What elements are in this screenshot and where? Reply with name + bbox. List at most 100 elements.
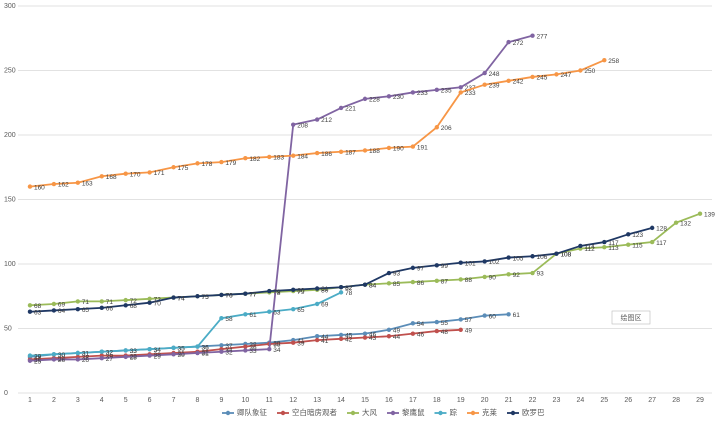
x-tick-label: 5 [124, 397, 128, 404]
data-label: 88 [465, 277, 473, 284]
data-point [99, 355, 104, 361]
data-label: 87 [441, 278, 449, 285]
data-label: 242 [513, 79, 524, 86]
data-point [386, 327, 392, 332]
data-label: 117 [608, 240, 619, 247]
legend-label: 大风 [362, 407, 377, 417]
data-point [51, 301, 57, 307]
data-label: 186 [321, 151, 332, 158]
x-tick-label: 11 [266, 397, 273, 404]
data-point [171, 295, 176, 300]
data-label: 139 [704, 211, 715, 218]
data-point [51, 308, 57, 313]
data-label: 247 [560, 72, 571, 79]
data-label: 61 [513, 312, 521, 319]
data-label: 33 [130, 348, 138, 355]
data-point [386, 334, 392, 339]
data-point [314, 337, 320, 343]
data-point [410, 90, 416, 95]
legend-label: 克莱 [482, 407, 497, 417]
data-label: 79 [273, 289, 281, 296]
data-label: 31 [82, 351, 90, 358]
data-label: 46 [369, 331, 377, 338]
data-point [434, 328, 439, 334]
data-point [75, 306, 81, 312]
data-label: 65 [297, 307, 305, 314]
data-label: 43 [369, 335, 377, 342]
data-label: 26 [58, 357, 66, 364]
data-label: 108 [560, 251, 571, 258]
data-point [99, 299, 104, 304]
data-point [362, 335, 368, 340]
x-tick-label: 20 [481, 397, 489, 404]
data-label: 65 [82, 307, 90, 314]
data-label: 28 [82, 355, 90, 362]
data-label: 54 [417, 321, 425, 328]
data-point [195, 344, 200, 349]
data-point [75, 180, 81, 185]
data-label: 168 [106, 174, 117, 181]
data-label: 66 [106, 306, 114, 313]
x-tick-label: 18 [433, 397, 441, 404]
x-tick-label: 23 [553, 397, 561, 404]
data-point [338, 336, 344, 342]
data-label: 60 [489, 313, 497, 320]
x-tick-label: 4 [100, 397, 104, 404]
data-point [314, 150, 320, 156]
data-point [291, 306, 296, 312]
data-label: 30 [58, 352, 66, 359]
data-label: 42 [345, 337, 353, 344]
data-point [219, 292, 224, 298]
data-label: 31 [82, 351, 90, 358]
data-label: 68 [130, 303, 138, 310]
data-label: 64 [58, 308, 66, 315]
data-point [338, 290, 344, 295]
data-label: 108 [560, 251, 571, 258]
data-label: 190 [393, 146, 404, 153]
data-label: 92 [513, 272, 521, 279]
data-label: 30 [58, 352, 66, 359]
x-tick-label: 19 [457, 397, 465, 404]
data-label: 113 [608, 245, 619, 252]
data-label: 277 [537, 33, 548, 40]
data-label: 99 [441, 263, 449, 270]
data-point [219, 349, 224, 354]
y-tick-label: 150 [4, 196, 16, 203]
data-label: 188 [369, 148, 380, 155]
data-label: 86 [417, 280, 425, 287]
data-label: 239 [489, 82, 500, 89]
data-label: 74 [178, 295, 186, 302]
data-point [410, 279, 416, 285]
data-label: 81 [321, 286, 329, 293]
x-tick-label: 29 [696, 397, 704, 404]
data-label: 212 [321, 117, 332, 124]
data-point [626, 232, 631, 237]
y-tick-label: 50 [4, 325, 12, 332]
x-tick-label: 16 [385, 397, 393, 404]
x-tick-label: 8 [196, 397, 200, 404]
data-label: 34 [273, 347, 281, 354]
data-point [171, 165, 176, 170]
x-tick-label: 26 [624, 397, 632, 404]
data-point [554, 251, 559, 256]
data-label: 117 [656, 240, 667, 247]
series-line [29, 291, 342, 357]
data-point [99, 305, 104, 311]
data-label: 78 [273, 290, 281, 297]
data-label: 36 [201, 344, 209, 351]
legend-label: 卿队象征 [237, 407, 267, 417]
x-tick-label: 24 [576, 397, 584, 404]
x-tick-label: 14 [337, 397, 345, 404]
data-point [219, 315, 224, 321]
data-label: 63 [273, 309, 281, 316]
data-point [530, 74, 535, 80]
legend-label: 黎鹰鼠 [402, 407, 425, 417]
data-label: 179 [225, 160, 236, 167]
data-label: 93 [537, 271, 545, 278]
data-label: 33 [130, 348, 138, 355]
data-point [267, 288, 272, 294]
data-point [386, 270, 392, 276]
data-label: 44 [321, 334, 329, 341]
data-label: 28 [130, 355, 138, 362]
data-label: 162 [58, 182, 69, 189]
